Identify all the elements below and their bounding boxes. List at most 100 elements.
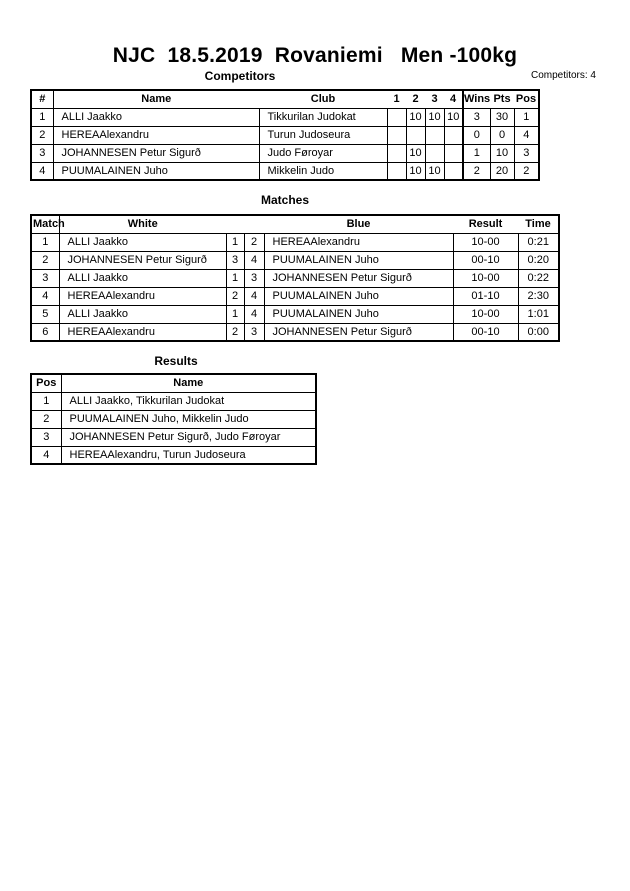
white-name: ALLI Jaakko [58, 232, 227, 252]
col-header-pos: Pos [31, 374, 61, 393]
white-seed: 3 [225, 250, 245, 270]
results-section-heading: Results [154, 354, 198, 368]
result-pos: 4 [30, 445, 62, 465]
grid-result-3: 10 [424, 161, 445, 181]
competitor-pts: 10 [489, 143, 515, 163]
matches-header-row: Match White Blue Result Time [31, 215, 559, 234]
table-row: 4 HEREAAlexandru, Turun Judoseura [30, 445, 317, 465]
blue-seed: 3 [243, 322, 265, 342]
blue-seed: 2 [243, 232, 265, 252]
match-number: 6 [30, 322, 60, 342]
results-header-row: Pos Name [31, 374, 316, 393]
col-header-blue: Blue [264, 215, 453, 234]
blue-name: PUUMALAINEN Juho [263, 286, 454, 306]
results-table: Pos Name 1 ALLI Jaakko, Tikkurilan Judok… [30, 373, 317, 465]
competitor-pos: 3 [513, 143, 540, 163]
col-header-3: 3 [425, 90, 444, 109]
table-row: 3 ALLI Jaakko 1 3 JOHANNESEN Petur Sigur… [30, 268, 560, 288]
table-row: 6 HEREAAlexandru 2 3 JOHANNESEN Petur Si… [30, 322, 560, 342]
col-header-time: Time [518, 215, 559, 234]
grid-result-4 [443, 161, 464, 181]
competitors-section-heading: Competitors [204, 69, 276, 83]
col-header-wins: Wins [462, 90, 490, 109]
blue-seed: 3 [243, 268, 265, 288]
match-time: 0:22 [517, 268, 560, 288]
table-row: 2 PUUMALAINEN Juho, Mikkelin Judo [30, 409, 317, 429]
blue-name: PUUMALAINEN Juho [263, 250, 454, 270]
white-seed: 2 [225, 322, 245, 342]
table-row: 1 ALLI Jaakko 1 2 HEREAAlexandru 10-00 0… [30, 232, 560, 252]
grid-result-1 [386, 107, 407, 127]
match-number: 3 [30, 268, 60, 288]
match-time: 2:30 [517, 286, 560, 306]
competitor-number: 2 [30, 125, 54, 145]
blue-name: PUUMALAINEN Juho [263, 304, 454, 324]
competitors-count-label: Competitors: 4 [530, 70, 596, 81]
grid-result-2: 10 [405, 161, 426, 181]
competitor-club: Tikkurilan Judokat [258, 107, 388, 127]
grid-result-1 [386, 125, 407, 145]
white-name: JOHANNESEN Petur Sigurð [58, 250, 227, 270]
grid-result-2 [405, 125, 426, 145]
col-header-1: 1 [387, 90, 406, 109]
competitor-pts: 30 [489, 107, 515, 127]
grid-result-4: 10 [443, 107, 464, 127]
page-title: NJC 18.5.2019 Rovaniemi Men -100kg [112, 44, 518, 67]
grid-result-1 [386, 161, 407, 181]
match-time: 0:20 [517, 250, 560, 270]
competitor-name: PUUMALAINEN Juho [52, 161, 260, 181]
competitors-table: # Name Club 1 2 3 4 Wins Pts Pos 1 ALLI … [30, 89, 540, 181]
col-header-white-num [226, 215, 244, 234]
white-seed: 1 [225, 268, 245, 288]
match-time: 0:21 [517, 232, 560, 252]
grid-result-2: 10 [405, 107, 426, 127]
competitor-pts: 20 [489, 161, 515, 181]
match-time: 0:00 [517, 322, 560, 342]
match-result: 10-00 [452, 304, 519, 324]
col-header-4: 4 [444, 90, 463, 109]
blue-seed: 4 [243, 304, 265, 324]
table-row: 3 JOHANNESEN Petur Sigurð, Judo Føroyar [30, 427, 317, 447]
competitor-name: ALLI Jaakko [52, 107, 260, 127]
competitor-name: HEREAAlexandru [52, 125, 260, 145]
result-pos: 3 [30, 427, 62, 447]
col-header-name: Name [60, 374, 316, 393]
match-result: 00-10 [452, 322, 519, 342]
matches-table: Match White Blue Result Time 1 ALLI Jaak… [30, 214, 560, 342]
grid-result-1 [386, 143, 407, 163]
table-row: 2 JOHANNESEN Petur Sigurð 3 4 PUUMALAINE… [30, 250, 560, 270]
competitor-pts: 0 [489, 125, 515, 145]
col-header-pts: Pts [490, 90, 514, 109]
match-result: 10-00 [452, 268, 519, 288]
white-name: ALLI Jaakko [58, 304, 227, 324]
result-name: ALLI Jaakko, Tikkurilan Judokat [60, 391, 317, 411]
blue-seed: 4 [243, 286, 265, 306]
match-time: 1:01 [517, 304, 560, 324]
col-header-match: Match [31, 215, 65, 234]
result-pos: 1 [30, 391, 62, 411]
competitor-number: 4 [30, 161, 54, 181]
table-row: 4 HEREAAlexandru 2 4 PUUMALAINEN Juho 01… [30, 286, 560, 306]
result-name: PUUMALAINEN Juho, Mikkelin Judo [60, 409, 317, 429]
white-seed: 1 [225, 304, 245, 324]
grid-result-3: 10 [424, 107, 445, 127]
grid-result-4 [443, 143, 464, 163]
table-row: 1 ALLI Jaakko, Tikkurilan Judokat [30, 391, 317, 411]
match-number: 2 [30, 250, 60, 270]
competitor-pos: 1 [513, 107, 540, 127]
competitor-number: 1 [30, 107, 54, 127]
competitor-club: Judo Føroyar [258, 143, 388, 163]
competitor-name: JOHANNESEN Petur Sigurð [52, 143, 260, 163]
competitor-wins: 2 [462, 161, 491, 181]
result-name: JOHANNESEN Petur Sigurð, Judo Føroyar [60, 427, 317, 447]
col-header-result: Result [453, 215, 518, 234]
col-header-pos: Pos [514, 90, 539, 109]
blue-name: JOHANNESEN Petur Sigurð [263, 322, 454, 342]
competitor-wins: 3 [462, 107, 491, 127]
competitor-club: Turun Judoseura [258, 125, 388, 145]
competitor-number: 3 [30, 143, 54, 163]
table-row: 1 ALLI Jaakko Tikkurilan Judokat 10 10 1… [30, 107, 540, 127]
col-header-white: White [58, 215, 226, 234]
match-number: 5 [30, 304, 60, 324]
